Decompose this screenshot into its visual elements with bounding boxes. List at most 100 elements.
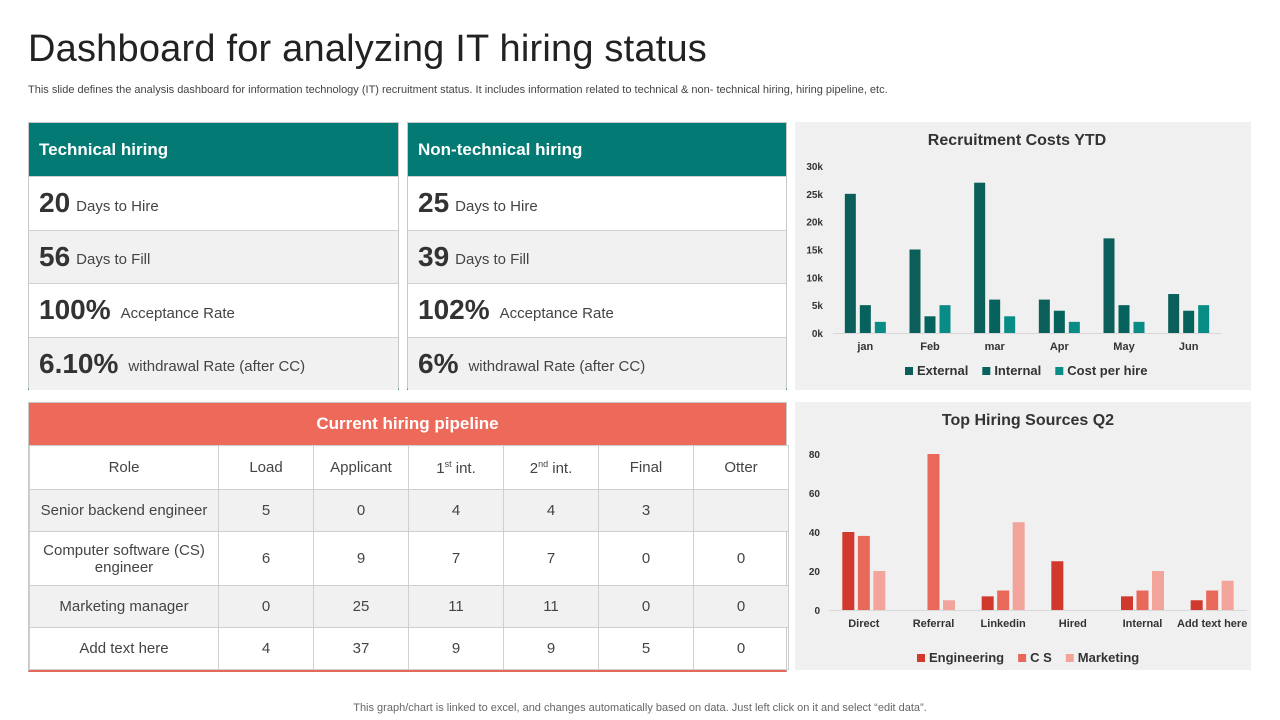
bar bbox=[1038, 299, 1050, 333]
x-tick-label: Referral bbox=[913, 618, 955, 630]
bar bbox=[1183, 310, 1195, 333]
y-tick-label: 0k bbox=[812, 329, 824, 340]
legend-label: Marketing bbox=[1078, 650, 1139, 665]
metric-value: 6% bbox=[418, 347, 459, 379]
table-cell: 0 bbox=[598, 531, 694, 586]
pipeline-title: Current hiring pipeline bbox=[29, 403, 786, 445]
metric-value: 25 bbox=[418, 187, 450, 219]
page-title: Dashboard for analyzing IT hiring status bbox=[28, 28, 707, 70]
legend-swatch bbox=[905, 367, 913, 375]
legend-swatch bbox=[917, 654, 925, 662]
bar bbox=[1004, 316, 1016, 333]
hiring-sources-chart: Top Hiring Sources Q2 0 20 40 60 80 Direct Refe… bbox=[809, 412, 1247, 665]
bar bbox=[997, 590, 1010, 610]
metric-value: 6.10% bbox=[39, 347, 119, 379]
metric-label: Days to Hire bbox=[76, 197, 159, 215]
bar bbox=[924, 316, 936, 333]
column-header-suffix: int. bbox=[451, 459, 476, 477]
nontechnical-hiring-title: Non-technical hiring bbox=[408, 123, 786, 176]
table-cell bbox=[693, 489, 789, 532]
table-cell: 0 bbox=[313, 489, 409, 532]
bar bbox=[1198, 305, 1210, 333]
legend-label: External bbox=[917, 363, 968, 378]
legend-swatch bbox=[1018, 654, 1027, 662]
metric-label: Days to Fill bbox=[76, 251, 151, 269]
table-cell: 25 bbox=[313, 585, 409, 628]
y-tick-label: 80 bbox=[809, 450, 821, 461]
x-tick-label: Hired bbox=[1059, 618, 1087, 630]
table-cell: 0 bbox=[218, 585, 314, 628]
bar bbox=[909, 249, 921, 333]
bar bbox=[939, 305, 951, 333]
column-header-load: Load bbox=[218, 445, 314, 490]
x-tick-label: mar bbox=[985, 341, 1006, 353]
x-tick-label: Direct bbox=[848, 618, 880, 630]
table-cell: Senior backend engineer bbox=[29, 489, 219, 532]
table-cell: 7 bbox=[503, 531, 599, 586]
column-header-second-int: 2nd int. bbox=[503, 445, 599, 490]
column-header-suffix: int. bbox=[548, 459, 573, 477]
bar bbox=[974, 182, 986, 333]
table-cell: 0 bbox=[693, 531, 789, 586]
metric-row: 39 Days to Fill bbox=[408, 229, 786, 283]
recruitment-costs-chart-panel: Recruitment Costs YTD 0k 5k 10k 15k 20k 25k 30k… bbox=[795, 122, 1251, 390]
table-row: Add text here 4 37 9 9 5 0 bbox=[29, 627, 789, 670]
y-tick-label: 60 bbox=[809, 489, 821, 500]
bar bbox=[857, 535, 870, 610]
metric-row: 100% Acceptance Rate bbox=[29, 283, 398, 337]
legend-swatch bbox=[1055, 367, 1064, 375]
legend-label: Internal bbox=[994, 363, 1041, 378]
legend-swatch bbox=[982, 367, 991, 375]
pipeline-table: Role Load Applicant 1st int. 2nd int. Fi… bbox=[29, 445, 789, 670]
x-tick-label: Internal bbox=[1123, 618, 1163, 630]
table-cell: 0 bbox=[598, 585, 694, 628]
bar bbox=[989, 299, 1001, 333]
bar bbox=[1190, 600, 1203, 610]
table-cell: 9 bbox=[313, 531, 409, 586]
metric-label: Days to Fill bbox=[455, 251, 530, 269]
x-tick-label: jan bbox=[856, 341, 873, 353]
table-cell: Marketing manager bbox=[29, 585, 219, 628]
bar bbox=[1136, 590, 1149, 610]
legend-label: C S bbox=[1030, 650, 1052, 665]
bar bbox=[874, 321, 886, 333]
bar bbox=[1152, 571, 1164, 610]
metric-row: 6% withdrawal Rate (after CC) bbox=[408, 336, 786, 390]
table-row: Computer software (CS) engineer 6 9 7 7 … bbox=[29, 531, 789, 586]
y-tick-label: 15k bbox=[806, 246, 823, 257]
column-header-role: Role bbox=[29, 445, 219, 490]
metric-value: 100% bbox=[39, 294, 111, 326]
column-header-otter: Otter bbox=[693, 445, 789, 490]
table-cell: 7 bbox=[408, 531, 504, 586]
metric-value: 20 bbox=[39, 187, 71, 219]
bar bbox=[981, 596, 994, 610]
hiring-sources-chart-panel: Top Hiring Sources Q2 0 20 40 60 80 Direct Refe… bbox=[795, 402, 1251, 670]
x-tick-label: Feb bbox=[920, 341, 940, 353]
column-header-text: 1 bbox=[436, 459, 445, 477]
table-cell: 3 bbox=[598, 489, 694, 532]
bar bbox=[842, 532, 855, 610]
table-cell: 5 bbox=[598, 627, 694, 670]
y-tick-label: 20k bbox=[806, 218, 823, 229]
y-tick-label: 10k bbox=[806, 273, 823, 284]
bar bbox=[1051, 561, 1064, 610]
metric-row: 20 Days to Hire bbox=[29, 176, 398, 230]
bar bbox=[1012, 522, 1025, 610]
x-tick-label: Linkedin bbox=[981, 618, 1027, 630]
legend-label: Cost per hire bbox=[1067, 363, 1147, 378]
table-cell: 9 bbox=[408, 627, 504, 670]
legend-label: Engineering bbox=[929, 650, 1004, 665]
x-tick-label: May bbox=[1113, 341, 1135, 353]
x-tick-label: Jun bbox=[1179, 341, 1199, 353]
column-header-text: 2 bbox=[529, 459, 539, 477]
bar bbox=[1121, 596, 1133, 610]
bar bbox=[873, 571, 886, 610]
technical-hiring-panel: Technical hiring 20 Days to Hire 56 Days… bbox=[28, 122, 399, 390]
table-row: Marketing manager 0 25 11 11 0 0 bbox=[29, 585, 789, 628]
y-tick-label: 20 bbox=[809, 567, 821, 578]
metric-label: Acceptance Rate bbox=[120, 304, 235, 322]
metric-row: 56 Days to Fill bbox=[29, 229, 398, 283]
bar bbox=[927, 454, 940, 610]
column-header-applicant: Applicant bbox=[313, 445, 409, 490]
footer-note: This graph/chart is linked to excel, and… bbox=[353, 702, 927, 714]
